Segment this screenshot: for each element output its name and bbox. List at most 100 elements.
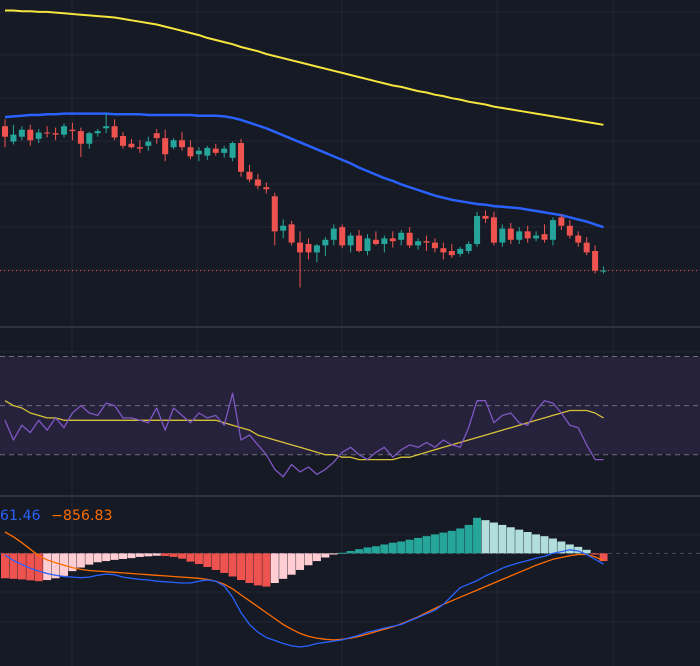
macd-histogram-bar[interactable] bbox=[591, 553, 600, 555]
macd-histogram-bar[interactable] bbox=[355, 549, 364, 554]
candle-body[interactable] bbox=[179, 140, 186, 148]
candle-body[interactable] bbox=[465, 243, 472, 252]
candle-body[interactable] bbox=[474, 215, 481, 244]
candle-body[interactable] bbox=[61, 126, 68, 135]
macd-histogram-bar[interactable] bbox=[43, 553, 52, 581]
macd-histogram-bar[interactable] bbox=[245, 553, 254, 583]
candle-body[interactable] bbox=[288, 224, 295, 243]
candle-body[interactable] bbox=[499, 228, 506, 243]
candle-body[interactable] bbox=[204, 147, 211, 156]
macd-histogram-bar[interactable] bbox=[422, 536, 431, 554]
candle-body[interactable] bbox=[440, 248, 447, 253]
candle-body[interactable] bbox=[431, 242, 438, 249]
candle-body[interactable] bbox=[356, 235, 363, 252]
macd-histogram-bar[interactable] bbox=[329, 553, 338, 555]
candle-body[interactable] bbox=[524, 231, 531, 239]
macd-histogram-bar[interactable] bbox=[85, 553, 94, 565]
macd-histogram-bar[interactable] bbox=[296, 553, 305, 570]
candle-body[interactable] bbox=[271, 196, 278, 232]
macd-histogram-bar[interactable] bbox=[380, 544, 389, 554]
candle-body[interactable] bbox=[2, 126, 8, 137]
candle-body[interactable] bbox=[415, 241, 422, 246]
macd-histogram-bar[interactable] bbox=[17, 553, 26, 580]
candle-body[interactable] bbox=[246, 171, 253, 180]
macd-histogram-bar[interactable] bbox=[473, 517, 482, 554]
macd-histogram-bar[interactable] bbox=[68, 553, 77, 572]
macd-histogram-bar[interactable] bbox=[51, 553, 60, 579]
candle-body[interactable] bbox=[103, 126, 110, 129]
candle-body[interactable] bbox=[120, 136, 127, 146]
candle-body[interactable] bbox=[27, 129, 34, 141]
candle-body[interactable] bbox=[145, 141, 152, 146]
macd-histogram-bar[interactable] bbox=[363, 547, 372, 554]
candle-body[interactable] bbox=[398, 232, 405, 240]
macd-histogram-bar[interactable] bbox=[371, 546, 380, 554]
candle-body[interactable] bbox=[221, 148, 228, 153]
candle-body[interactable] bbox=[212, 148, 219, 153]
macd-histogram-bar[interactable] bbox=[346, 550, 355, 554]
macd-histogram-bar[interactable] bbox=[405, 539, 414, 554]
macd-histogram-bar[interactable] bbox=[464, 524, 473, 554]
macd-histogram-bar[interactable] bbox=[220, 553, 229, 573]
candle-body[interactable] bbox=[575, 235, 582, 243]
candle-body[interactable] bbox=[254, 179, 261, 186]
macd-histogram-bar[interactable] bbox=[110, 553, 119, 560]
candle-body[interactable] bbox=[187, 147, 194, 157]
candle-body[interactable] bbox=[482, 215, 489, 219]
candle-body[interactable] bbox=[457, 248, 464, 254]
macd-histogram-bar[interactable] bbox=[304, 553, 313, 566]
macd-histogram-bar[interactable] bbox=[169, 553, 178, 557]
macd-histogram-bar[interactable] bbox=[119, 553, 128, 559]
macd-histogram-bar[interactable] bbox=[430, 534, 439, 554]
macd-histogram-bar[interactable] bbox=[338, 552, 347, 554]
candle-body[interactable] bbox=[313, 245, 320, 253]
macd-histogram-bar[interactable] bbox=[489, 522, 498, 554]
candle-body[interactable] bbox=[592, 251, 599, 271]
candle-body[interactable] bbox=[35, 132, 42, 139]
macd-histogram-bar[interactable] bbox=[127, 553, 136, 559]
candle-body[interactable] bbox=[170, 140, 177, 148]
macd-histogram-bar[interactable] bbox=[262, 553, 271, 587]
candle-body[interactable] bbox=[153, 133, 160, 139]
macd-histogram-bar[interactable] bbox=[321, 553, 330, 558]
macd-histogram-bar[interactable] bbox=[1, 553, 9, 579]
candle-body[interactable] bbox=[238, 143, 245, 172]
candle-body[interactable] bbox=[490, 217, 497, 243]
candle-body[interactable] bbox=[372, 239, 379, 244]
candle-body[interactable] bbox=[364, 238, 371, 252]
candle-body[interactable] bbox=[541, 234, 548, 240]
candle-body[interactable] bbox=[263, 187, 270, 190]
macd-histogram-bar[interactable] bbox=[144, 553, 153, 557]
macd-histogram-bar[interactable] bbox=[557, 541, 566, 554]
candle-body[interactable] bbox=[136, 147, 143, 149]
macd-histogram-bar[interactable] bbox=[211, 553, 220, 570]
candle-body[interactable] bbox=[566, 225, 573, 236]
candle-body[interactable] bbox=[347, 235, 354, 246]
macd-histogram-bar[interactable] bbox=[34, 553, 43, 582]
macd-histogram-bar[interactable] bbox=[186, 553, 195, 562]
candle-body[interactable] bbox=[111, 126, 118, 138]
candle-body[interactable] bbox=[583, 242, 590, 253]
candle-body[interactable] bbox=[549, 220, 556, 240]
macd-histogram-bar[interactable] bbox=[388, 542, 397, 554]
macd-histogram-bar[interactable] bbox=[287, 553, 296, 575]
candle-body[interactable] bbox=[516, 231, 523, 240]
macd-histogram-bar[interactable] bbox=[9, 553, 18, 579]
macd-histogram-bar[interactable] bbox=[102, 553, 111, 562]
candle-body[interactable] bbox=[381, 238, 388, 244]
candle-body[interactable] bbox=[600, 270, 607, 272]
macd-histogram-bar[interactable] bbox=[152, 553, 161, 556]
macd-histogram-bar[interactable] bbox=[523, 532, 532, 554]
macd-histogram-bar[interactable] bbox=[548, 538, 557, 554]
candle-body[interactable] bbox=[69, 129, 76, 132]
macd-histogram-bar[interactable] bbox=[506, 527, 515, 554]
candle-body[interactable] bbox=[558, 217, 565, 226]
macd-histogram-bar[interactable] bbox=[447, 530, 456, 554]
candle-body[interactable] bbox=[423, 241, 430, 243]
candle-body[interactable] bbox=[280, 225, 287, 231]
macd-histogram-bar[interactable] bbox=[481, 520, 490, 554]
candle-body[interactable] bbox=[322, 239, 329, 246]
candle-body[interactable] bbox=[77, 131, 84, 144]
macd-histogram-bar[interactable] bbox=[439, 532, 448, 554]
